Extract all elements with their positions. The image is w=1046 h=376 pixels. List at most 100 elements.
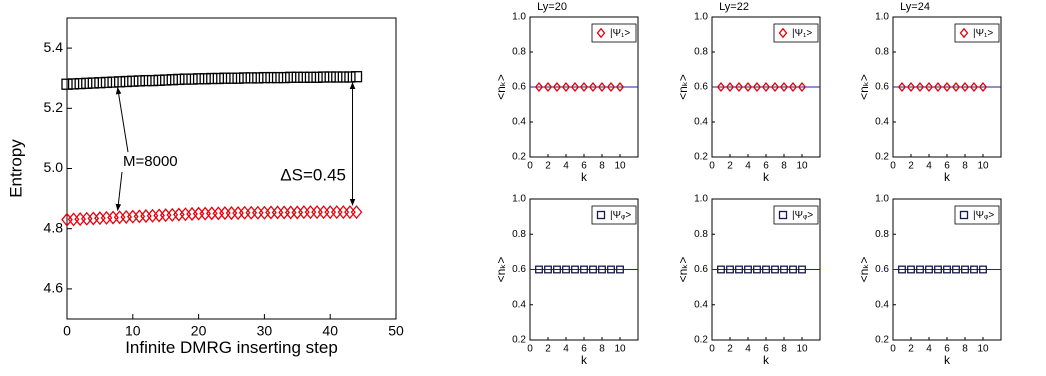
marker [897,82,907,92]
marker [580,265,588,274]
y-tick-label: 0.4 [512,299,526,310]
marker [166,74,178,86]
marker [789,265,797,274]
x-tick-label: 0 [890,161,896,172]
panel-title: Ly=20 [537,1,567,13]
marker [762,265,770,274]
marker [311,205,323,220]
y-tick-label: 0.2 [694,152,708,163]
marker [291,205,304,220]
marker [978,82,988,92]
marker [179,73,192,85]
marker [344,71,356,83]
marker [924,82,934,92]
y-tick-label: 0.2 [512,152,526,163]
marker [570,82,580,92]
marker [278,71,290,84]
marker [553,265,561,274]
marker [735,265,743,274]
x-tick-label: 6 [763,344,769,355]
x-tick-label: 6 [581,344,587,355]
marker [146,74,159,87]
marker [67,78,80,90]
y-tick-label: 5.4 [44,39,64,55]
marker [952,265,960,274]
y-tick-label: 0.2 [875,335,889,346]
marker [907,265,915,274]
y-axis-label: <nₖ> [676,257,690,283]
legend-box [773,23,819,43]
marker [571,265,579,274]
x-tick-label: 10 [614,161,626,172]
marker [961,265,969,274]
marker [780,265,788,274]
marker [761,82,771,92]
x-tick-label: 8 [962,344,968,355]
marker [126,209,139,224]
marker [166,207,179,222]
marker [589,265,597,274]
marker [970,265,978,274]
marker [80,211,93,226]
marker [160,74,172,86]
marker [606,82,616,92]
x-tick-label: 4 [926,161,932,172]
x-tick-label: 8 [599,344,605,355]
annotation-arrow [115,87,129,153]
x-axis-label: k [581,170,588,184]
legend-label: |Ψᵩ> [610,210,631,221]
marker [906,82,916,92]
y-tick-label: 4.6 [44,280,64,296]
marker [100,76,113,89]
x-axis-label: k [944,170,951,184]
marker [324,71,336,83]
x-tick-label: 10 [977,344,989,355]
marker [317,205,330,220]
marker [265,205,277,220]
legend-box [591,23,637,43]
x-tick-label: 50 [388,322,404,338]
marker [770,82,780,92]
marker [311,71,323,83]
marker [127,75,139,87]
marker [552,82,562,92]
legend-marker [778,210,788,220]
y-axis-label: <nₖ> [494,74,508,100]
y-tick-label: 1.0 [694,194,708,205]
x-axis-label: Infinite DMRG inserting step [125,338,338,357]
x-tick-label: 6 [944,161,950,172]
legend-box [954,23,1000,43]
x-tick-label: 8 [599,161,605,172]
marker [579,82,589,92]
marker [219,206,231,221]
marker [951,82,961,92]
y-tick-label: 1.0 [875,12,889,23]
marker [934,265,942,274]
marker [779,82,789,92]
x-tick-label: 10 [796,344,808,355]
x-tick-label: 0 [63,322,71,338]
marker [916,265,924,274]
legend-label: |Ψᵩ> [973,210,994,221]
marker [298,71,310,83]
marker [74,212,87,227]
y-axis-label: <nₖ> [494,257,508,283]
marker [344,205,356,220]
x-axis-label: k [581,353,588,367]
marker [186,73,198,85]
y-tick-label: 0.6 [875,264,889,275]
y-tick-label: 0.8 [512,47,526,58]
x-tick-label: 4 [563,344,569,355]
marker [744,265,752,274]
marker [615,82,625,92]
marker [133,209,146,224]
legend-label: |Ψᵩ> [792,210,813,221]
marker [120,75,132,88]
marker [258,205,271,220]
marker [245,72,257,84]
marker [67,212,80,227]
marker [969,82,979,92]
x-tick-label: 2 [908,344,914,355]
marker [258,71,271,84]
marker [798,265,806,274]
